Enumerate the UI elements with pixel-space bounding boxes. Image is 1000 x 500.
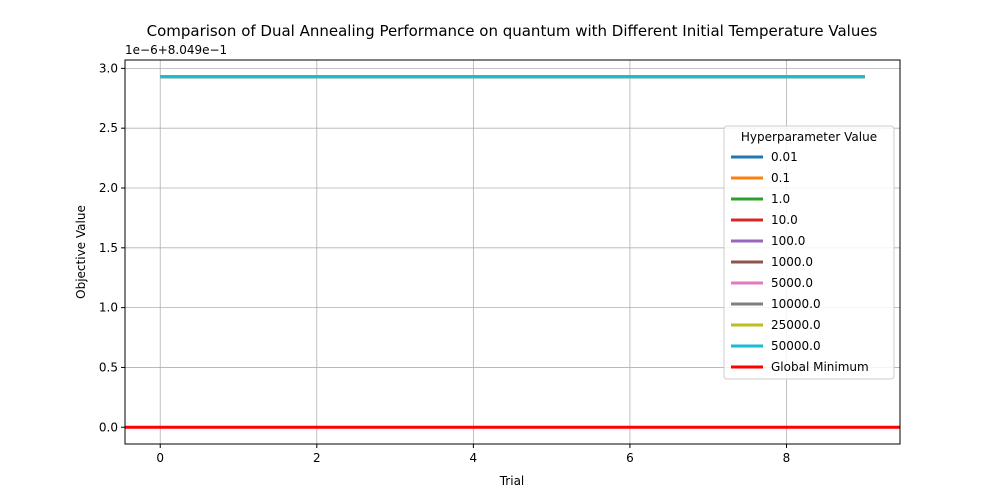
legend-label: 0.01 [771,150,798,164]
x-tick-label: 8 [783,451,791,465]
legend-label: 10000.0 [771,297,821,311]
legend-title: Hyperparameter Value [741,130,877,144]
y-tick-label: 0.5 [99,360,118,374]
x-tick-label: 4 [470,451,478,465]
legend-items: 0.01 0.1 1.0 10.0 100.0 1000.0 5000.0 10000.0 25… [731,150,869,374]
legend-label: 0.1 [771,171,790,185]
legend-label: 25000.0 [771,318,821,332]
legend-item: 0.1 [731,171,790,185]
legend-item: 1000.0 [731,255,813,269]
x-axis-label: Trial [499,474,525,488]
legend-box [723,125,895,380]
axes: 0 2 4 6 8 0.0 0.5 1.0 1.5 2.0 2.5 3.0 [99,61,790,465]
legend-label: 100.0 [771,234,805,248]
legend-item: 1.0 [731,192,790,206]
legend-item: 5000.0 [731,276,813,290]
legend-item: Global Minimum [731,360,869,374]
legend-item: 0.01 [731,150,798,164]
y-tick-label: 1.0 [99,301,118,315]
legend-item: 50000.0 [731,339,821,353]
legend-label: 1.0 [771,192,790,206]
y-axis-label: Objective Value [74,205,88,299]
legend-label: 50000.0 [771,339,821,353]
legend-item: 100.0 [731,234,805,248]
x-tick-label: 2 [313,451,321,465]
legend-label: Global Minimum [771,360,869,374]
x-tick-label: 0 [156,451,164,465]
legend-label: 1000.0 [771,255,813,269]
y-tick-label: 1.5 [99,241,118,255]
y-tick-label: 2.5 [99,121,118,135]
legend-label: 10.0 [771,213,798,227]
plot-frame [124,59,901,445]
y-tick-label: 3.0 [99,61,118,75]
x-tick-label: 6 [626,451,634,465]
legend-item: 10000.0 [731,297,821,311]
legend-item: 25000.0 [731,318,821,332]
y-tick-label: 0.0 [99,420,118,434]
legend: Hyperparameter Value 0.01 0.1 1.0 10.0 100.0… [723,125,895,380]
y-offset-label: 1e−6+8.049e−1 [125,43,227,57]
y-tick-label: 2.0 [99,181,118,195]
legend-label: 5000.0 [771,276,813,290]
chart-title: Comparison of Dual Annealing Performance… [147,22,878,40]
legend-item: 10.0 [731,213,798,227]
